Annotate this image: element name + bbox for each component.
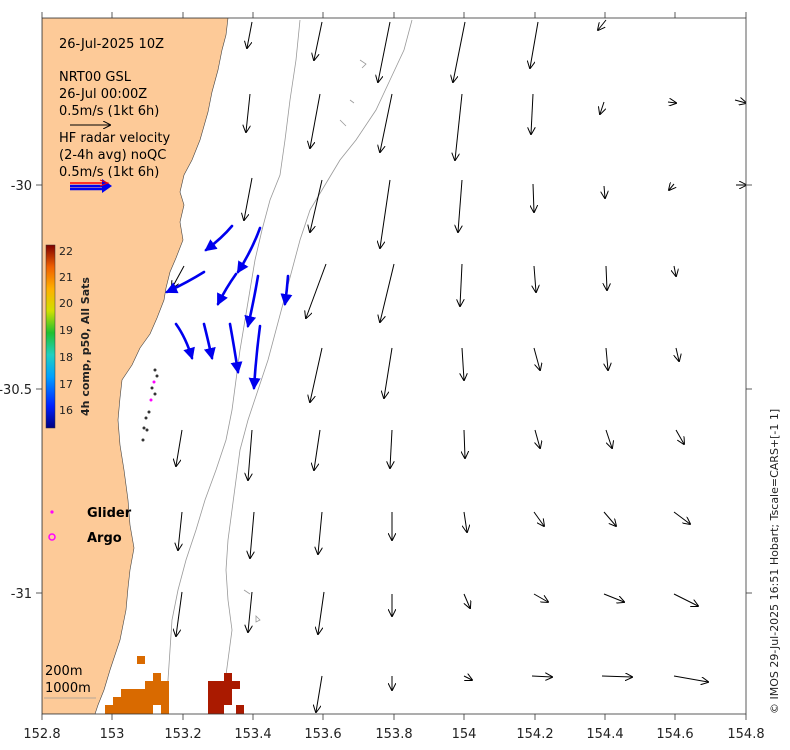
isobath-200m bbox=[165, 19, 301, 714]
land-mass bbox=[42, 18, 229, 714]
colorbar-tick: 21 bbox=[59, 271, 73, 284]
y-tick: -31 bbox=[11, 587, 32, 602]
y-axis-labels: -30 -30.5 -31 bbox=[0, 179, 32, 602]
colorbar-tick: 20 bbox=[59, 297, 73, 310]
sst-colorbar: 22 21 20 19 18 17 16 4h comp, p50, All S… bbox=[45, 244, 92, 429]
colorbar-tick: 17 bbox=[59, 378, 73, 391]
hf-scale-text: 0.5m/s (1kt 6h) bbox=[59, 165, 159, 180]
sst-cells bbox=[105, 656, 244, 714]
model-current-arrows bbox=[172, 19, 746, 712]
x-axis-labels: 152.8 153 153.2 153.4 153.6 153.8 154 15… bbox=[23, 727, 764, 742]
isobath-legend: 200m 1000m bbox=[44, 664, 96, 699]
glider-symbol bbox=[50, 510, 54, 514]
model-scale-text: 0.5m/s (1kt 6h) bbox=[59, 104, 159, 119]
y-tick: -30.5 bbox=[0, 383, 32, 398]
colorbar-tick: 22 bbox=[59, 245, 73, 258]
x-tick: 154 bbox=[452, 727, 477, 742]
x-tick: 153.6 bbox=[304, 727, 341, 742]
glider-track bbox=[141, 368, 159, 442]
platform-legend: Glider Argo bbox=[48, 506, 132, 546]
glider-label: Glider bbox=[87, 506, 132, 521]
title-block: 26-Jul-2025 10Z NRT00 GSL 26-Jul 00:00Z … bbox=[59, 37, 171, 193]
x-tick: 154.6 bbox=[656, 727, 693, 742]
colorbar-tick: 19 bbox=[59, 324, 73, 337]
hf-radar-label: HF radar velocity bbox=[59, 131, 171, 146]
isobath-inner bbox=[243, 59, 367, 623]
x-tick: 154.8 bbox=[727, 727, 764, 742]
hf-radar-avg: (2-4h avg) noQC bbox=[59, 148, 166, 163]
x-tick: 152.8 bbox=[23, 727, 60, 742]
x-tick: 154.2 bbox=[516, 727, 553, 742]
x-tick: 153.4 bbox=[234, 727, 271, 742]
x-tick: 153.2 bbox=[164, 727, 201, 742]
hf-scale-arrow bbox=[70, 179, 112, 193]
x-tick: 153.8 bbox=[375, 727, 412, 742]
tick-marks bbox=[36, 12, 752, 720]
colorbar-ramp bbox=[45, 244, 56, 429]
colorbar-tick: 16 bbox=[59, 404, 73, 417]
isobath-200m-label: 200m bbox=[45, 664, 82, 679]
isobath-1000m bbox=[221, 19, 413, 714]
model-time: 26-Jul 00:00Z bbox=[59, 87, 147, 102]
colorbar-tick: 18 bbox=[59, 351, 73, 364]
map-datetime: 26-Jul-2025 10Z bbox=[59, 37, 164, 52]
y-tick: -30 bbox=[11, 179, 32, 194]
argo-symbol bbox=[48, 533, 56, 541]
imos-credit: © IMOS 29-Jul-2025 16:51 Hobart; Tscale=… bbox=[768, 409, 781, 714]
colorbar-title: 4h comp, p50, All Sats bbox=[79, 277, 92, 416]
isobath-1000m-label: 1000m bbox=[45, 681, 91, 696]
argo-label: Argo bbox=[87, 531, 122, 546]
model-product: NRT00 GSL bbox=[59, 70, 132, 85]
x-tick: 153 bbox=[100, 727, 125, 742]
x-tick: 154.4 bbox=[586, 727, 623, 742]
hf-radar-arrows bbox=[165, 224, 293, 390]
